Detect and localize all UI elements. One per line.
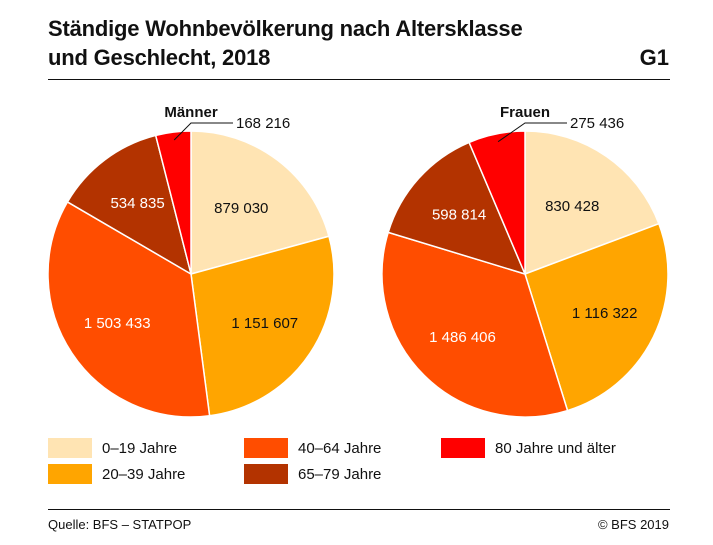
legend-swatch-0-19: [48, 438, 92, 458]
legend-item-65-79: 65–79 Jahre: [244, 463, 381, 485]
pie-labels-frauen: 830 428 1 116 322 1 486 406 598 814 275 436: [429, 115, 637, 346]
pie-slices-maenner: [47, 130, 335, 418]
pie-label-frauen-65-79: 598 814: [432, 207, 486, 224]
source-note: Quelle: BFS – STATPOP: [48, 517, 192, 532]
pie-slice-maenner-65-79: [66, 134, 193, 276]
legend-swatch-20-39: [48, 464, 92, 484]
chart-legend: 0–19 Jahre 20–39 Jahre 40–64 Jahre 65–79…: [48, 437, 688, 497]
pie-slice-frauen-0-19: [524, 130, 660, 276]
copyright-note: © BFS 2019: [597, 517, 669, 532]
legend-label-65-79: 65–79 Jahre: [298, 465, 382, 483]
pie-labels-maenner: 879 030 1 151 607 1 503 433 534 835 168 216: [84, 115, 298, 332]
legend-swatch-40-64: [244, 438, 288, 458]
figure-badge: G1: [639, 45, 669, 70]
pie-label-maenner-20-39: 1 151 607: [231, 315, 298, 332]
pie-leader-line-maenner-80-plus: [173, 122, 233, 141]
legend-item-80-plus: 80 Jahre und älter: [441, 437, 616, 459]
pie-slice-maenner-20-39: [190, 235, 335, 417]
chart-title: Ständige Wohnbevölkerung nach Altersklas…: [48, 14, 608, 72]
header-divider: [48, 79, 670, 80]
chart-title-line-1: Ständige Wohnbevölkerung nach Altersklas…: [48, 16, 523, 41]
pie-slices-frauen: [381, 130, 669, 418]
pie-slice-frauen-65-79: [387, 141, 527, 276]
pie-slice-frauen-40-64: [381, 231, 569, 418]
pie-title-frauen: Frauen: [500, 104, 550, 121]
legend-label-0-19: 0–19 Jahre: [102, 439, 178, 457]
legend-item-0-19: 0–19 Jahre: [48, 437, 177, 459]
pie-slice-frauen-80-plus: [468, 130, 526, 275]
legend-label-80-plus: 80 Jahre und älter: [495, 439, 616, 457]
legend-item-20-39: 20–39 Jahre: [48, 463, 185, 485]
pie-label-frauen-40-64: 1 486 406: [429, 329, 496, 346]
legend-item-40-64: 40–64 Jahre: [244, 437, 381, 459]
legend-swatch-80-plus: [441, 438, 485, 458]
pie-label-maenner-65-79: 534 835: [110, 195, 164, 212]
legend-swatch-65-79: [244, 464, 288, 484]
footer-divider: [48, 509, 670, 510]
pie-label-maenner-0-19: 879 030: [214, 200, 268, 217]
pie-slice-frauen-20-39: [524, 222, 669, 412]
legend-label-20-39: 20–39 Jahre: [102, 465, 186, 483]
pie-leader-line-frauen-80-plus: [497, 122, 567, 143]
pie-title-maenner: Männer: [164, 104, 218, 121]
pie-label-maenner-40-64: 1 503 433: [84, 315, 151, 332]
pie-label-maenner-80-plus: 168 216: [236, 115, 290, 132]
pie-slice-maenner-0-19: [190, 130, 330, 275]
pie-label-frauen-80-plus: 275 436: [570, 115, 624, 132]
pie-slice-maenner-40-64: [47, 200, 211, 418]
pie-label-frauen-20-39: 1 116 322: [572, 305, 638, 322]
pie-slice-maenner-80-plus: [154, 130, 192, 275]
pie-label-frauen-0-19: 830 428: [545, 198, 599, 215]
chart-title-line-2: und Geschlecht, 2018: [48, 45, 271, 70]
legend-label-40-64: 40–64 Jahre: [298, 439, 382, 457]
